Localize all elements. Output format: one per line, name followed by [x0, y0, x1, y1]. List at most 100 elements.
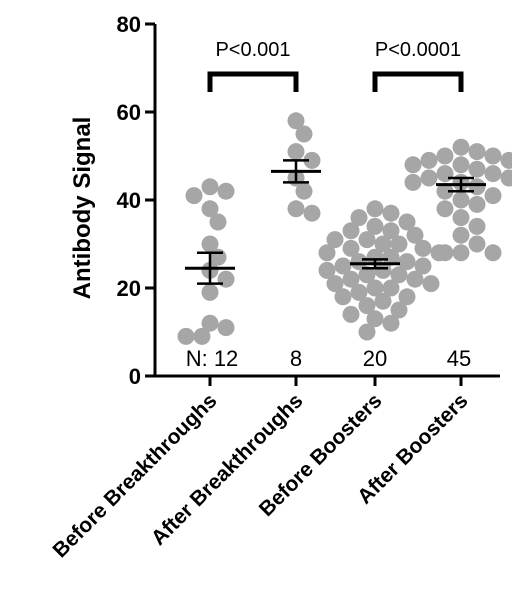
data-point: [366, 248, 384, 266]
data-point: [366, 217, 384, 235]
data-point: [287, 112, 305, 130]
data-point: [185, 187, 203, 205]
data-point: [436, 182, 454, 200]
mean-sem: [185, 159, 486, 285]
y-tick-label: 20: [117, 276, 141, 301]
n-label: N: 12: [186, 346, 239, 371]
y-axis-label: Antibody Signal: [69, 117, 96, 300]
data-point: [201, 178, 219, 196]
data-point: [484, 165, 502, 183]
data-point: [404, 173, 422, 191]
data-point: [452, 191, 470, 209]
data-point: [420, 169, 438, 187]
data-point: [500, 151, 512, 169]
data-point: [468, 178, 486, 196]
n-label: 45: [447, 346, 471, 371]
data-point: [382, 204, 400, 222]
data-point: [382, 248, 400, 266]
data-point: [390, 235, 408, 253]
data-point: [452, 138, 470, 156]
data-point: [406, 226, 424, 244]
data-point: [217, 319, 235, 337]
significance-bracket: [207, 71, 299, 92]
data-points: [177, 112, 512, 345]
data-point: [366, 279, 384, 297]
data-point: [201, 235, 219, 253]
data-point: [326, 275, 344, 293]
n-label: 8: [290, 346, 302, 371]
data-point: [358, 266, 376, 284]
data-point: [414, 257, 432, 275]
data-point: [468, 160, 486, 178]
data-point: [287, 200, 305, 218]
n-labels: N: 12 8 20 45: [186, 346, 472, 371]
data-point: [452, 209, 470, 227]
data-point: [209, 213, 227, 231]
data-point: [468, 235, 486, 253]
data-point: [436, 147, 454, 165]
p-value-label: P<0.0001: [375, 39, 461, 61]
data-point: [484, 187, 502, 205]
data-point: [201, 314, 219, 332]
data-point: [484, 244, 502, 262]
y-tick-label: 60: [117, 100, 141, 125]
data-point: [295, 182, 313, 200]
data-point: [452, 226, 470, 244]
data-point: [398, 288, 416, 306]
data-point: [404, 156, 422, 174]
data-point: [382, 279, 400, 297]
y-tick-label: 0: [129, 364, 141, 389]
data-point: [398, 213, 416, 231]
data-point: [342, 270, 360, 288]
p-value-label: P<0.001: [215, 39, 290, 61]
category-label: Before Breakthroughs: [48, 389, 221, 562]
data-point: [452, 156, 470, 174]
data-point: [414, 239, 432, 257]
data-point: [358, 297, 376, 315]
data-point: [201, 283, 219, 301]
data-point: [366, 200, 384, 218]
data-point: [303, 151, 321, 169]
significance-bracket: [372, 71, 464, 92]
data-point: [342, 239, 360, 257]
significance-brackets: P<0.001 P<0.0001: [207, 39, 464, 92]
data-point: [193, 327, 211, 345]
data-point: [366, 310, 384, 328]
n-label: 20: [363, 346, 387, 371]
y-tick-label: 80: [117, 12, 141, 37]
data-point: [217, 270, 235, 288]
data-point: [436, 244, 454, 262]
data-point: [436, 165, 454, 183]
data-point: [303, 204, 321, 222]
data-point: [318, 244, 336, 262]
data-point: [468, 195, 486, 213]
data-point: [295, 125, 313, 143]
data-point: [350, 209, 368, 227]
data-point: [350, 253, 368, 271]
data-point: [420, 151, 438, 169]
data-point: [374, 235, 392, 253]
data-point: [398, 253, 416, 271]
y-ticks: 0 20 40 60 80: [117, 12, 463, 389]
data-point: [390, 301, 408, 319]
data-point: [436, 200, 454, 218]
data-point: [374, 261, 392, 279]
data-point: [358, 231, 376, 249]
data-point: [318, 261, 336, 279]
data-point: [468, 217, 486, 235]
data-point: [382, 222, 400, 240]
data-point: [350, 283, 368, 301]
data-point: [406, 270, 424, 288]
data-point: [484, 147, 502, 165]
category-label: After Breakthroughs: [147, 389, 308, 550]
data-point: [177, 327, 195, 345]
data-point: [390, 266, 408, 284]
data-point: [422, 275, 440, 293]
data-point: [374, 292, 392, 310]
data-point: [287, 143, 305, 161]
data-point: [217, 182, 235, 200]
data-point: [452, 244, 470, 262]
data-point: [358, 323, 376, 341]
